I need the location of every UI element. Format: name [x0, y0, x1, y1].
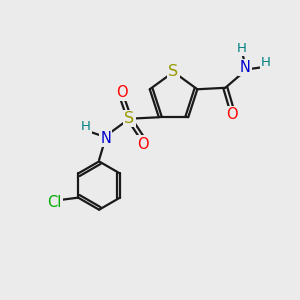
Text: S: S — [124, 111, 134, 126]
Text: H: H — [81, 120, 91, 133]
Text: Cl: Cl — [47, 195, 62, 210]
Text: O: O — [137, 136, 149, 152]
Text: O: O — [226, 107, 238, 122]
Text: S: S — [169, 64, 178, 80]
Text: O: O — [116, 85, 127, 100]
Text: H: H — [237, 42, 247, 56]
Text: H: H — [261, 56, 271, 69]
Text: N: N — [100, 131, 111, 146]
Text: N: N — [240, 60, 250, 75]
